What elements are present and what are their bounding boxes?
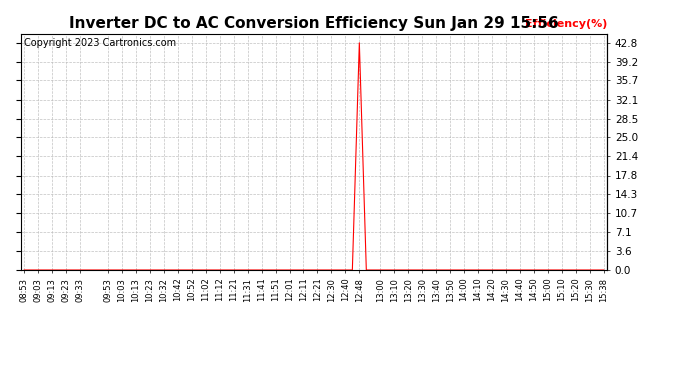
Text: Efficiency(%): Efficiency(%) xyxy=(525,19,607,29)
Title: Inverter DC to AC Conversion Efficiency Sun Jan 29 15:56: Inverter DC to AC Conversion Efficiency … xyxy=(69,16,559,31)
Text: Copyright 2023 Cartronics.com: Copyright 2023 Cartronics.com xyxy=(23,39,176,48)
